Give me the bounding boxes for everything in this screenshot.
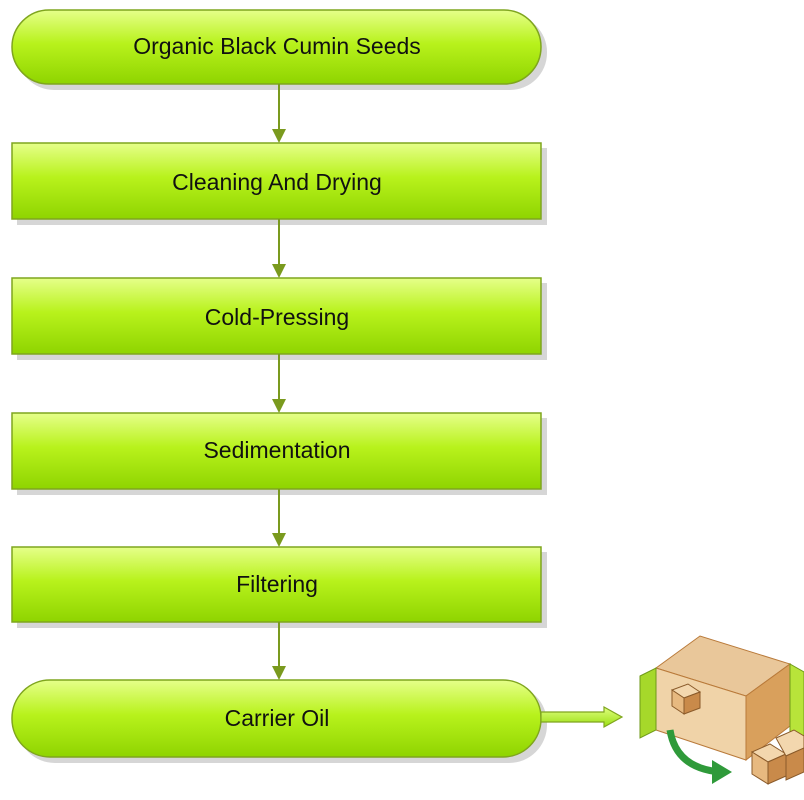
truck-frame bbox=[640, 668, 656, 738]
page: Organic Black Cumin Seeds Cleaning And D… bbox=[0, 0, 804, 800]
arrowhead bbox=[272, 399, 286, 413]
node-label: Sedimentation bbox=[203, 437, 350, 463]
flowchart: Organic Black Cumin Seeds Cleaning And D… bbox=[0, 0, 804, 800]
node-label: Organic Black Cumin Seeds bbox=[133, 33, 421, 59]
node-label: Cold-Pressing bbox=[205, 304, 349, 330]
arrowhead bbox=[272, 666, 286, 680]
arrowhead bbox=[272, 129, 286, 143]
truck-cab bbox=[790, 664, 804, 740]
node-label: Cleaning And Drying bbox=[172, 169, 382, 195]
node-label: Carrier Oil bbox=[225, 705, 330, 731]
node-label: Filtering bbox=[236, 571, 318, 597]
unload-arrowhead bbox=[712, 760, 732, 784]
arrowhead bbox=[272, 264, 286, 278]
truck-icon bbox=[640, 636, 804, 784]
arrowhead bbox=[272, 533, 286, 547]
output-arrow bbox=[541, 707, 622, 727]
